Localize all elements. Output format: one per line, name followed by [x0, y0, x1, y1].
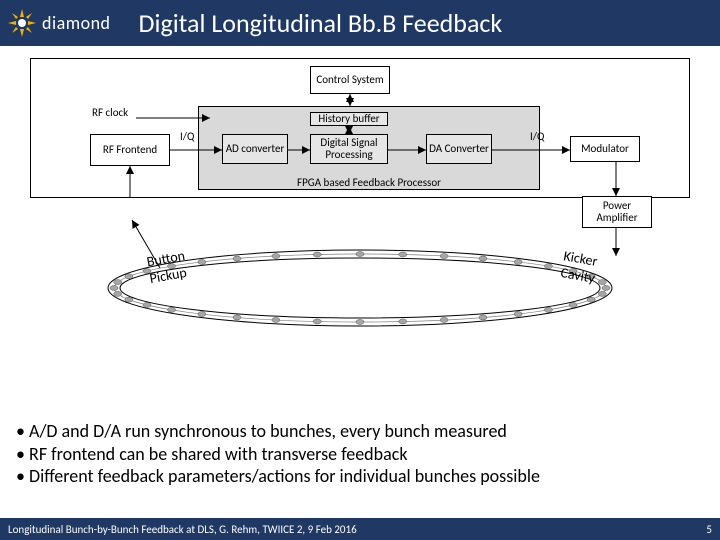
- box-control-system: Control System: [310, 66, 390, 94]
- diagram-area: Control System RF Frontend History buffe…: [30, 58, 690, 308]
- label-button-pickup: Button Pickup: [145, 247, 189, 287]
- bullet-item: • RF frontend can be shared with transve…: [16, 443, 540, 466]
- footer-bar: Longitudinal Bunch-by-Bunch Feedback at …: [0, 518, 720, 540]
- logo-text: diamond: [42, 12, 111, 34]
- label-kicker-cavity: Kicker Cavity: [559, 247, 599, 286]
- box-da-converter: DA Converter: [426, 134, 492, 164]
- label-iq-left: I/Q: [180, 130, 194, 143]
- logo-burst-icon: [6, 7, 38, 39]
- box-history-buffer: History buffer: [310, 112, 388, 126]
- page-title: Digital Longitudinal Bb.B Feedback: [139, 7, 503, 39]
- box-power-amplifier: Power Amplifier: [582, 196, 652, 228]
- box-rf-frontend: RF Frontend: [90, 134, 170, 166]
- bullet-item: • Different feedback parameters/actions …: [16, 465, 540, 488]
- header-bar: diamond Digital Longitudinal Bb.B Feedba…: [0, 0, 720, 46]
- box-modulator: Modulator: [570, 136, 640, 162]
- bullet-list: • A/D and D/A run synchronous to bunches…: [16, 420, 540, 488]
- label-rf-clock: RF clock: [92, 106, 128, 119]
- label-iq-right: I/Q: [530, 130, 544, 143]
- logo: diamond: [6, 7, 111, 39]
- footer-text: Longitudinal Bunch-by-Bunch Feedback at …: [8, 523, 357, 536]
- bullet-item: • A/D and D/A run synchronous to bunches…: [16, 420, 540, 443]
- box-dsp: Digital Signal Processing: [310, 134, 388, 164]
- box-ad-converter: AD converter: [222, 134, 288, 164]
- label-fpga-caption: FPGA based Feedback Processor: [284, 176, 454, 189]
- page-number: 5: [706, 523, 712, 536]
